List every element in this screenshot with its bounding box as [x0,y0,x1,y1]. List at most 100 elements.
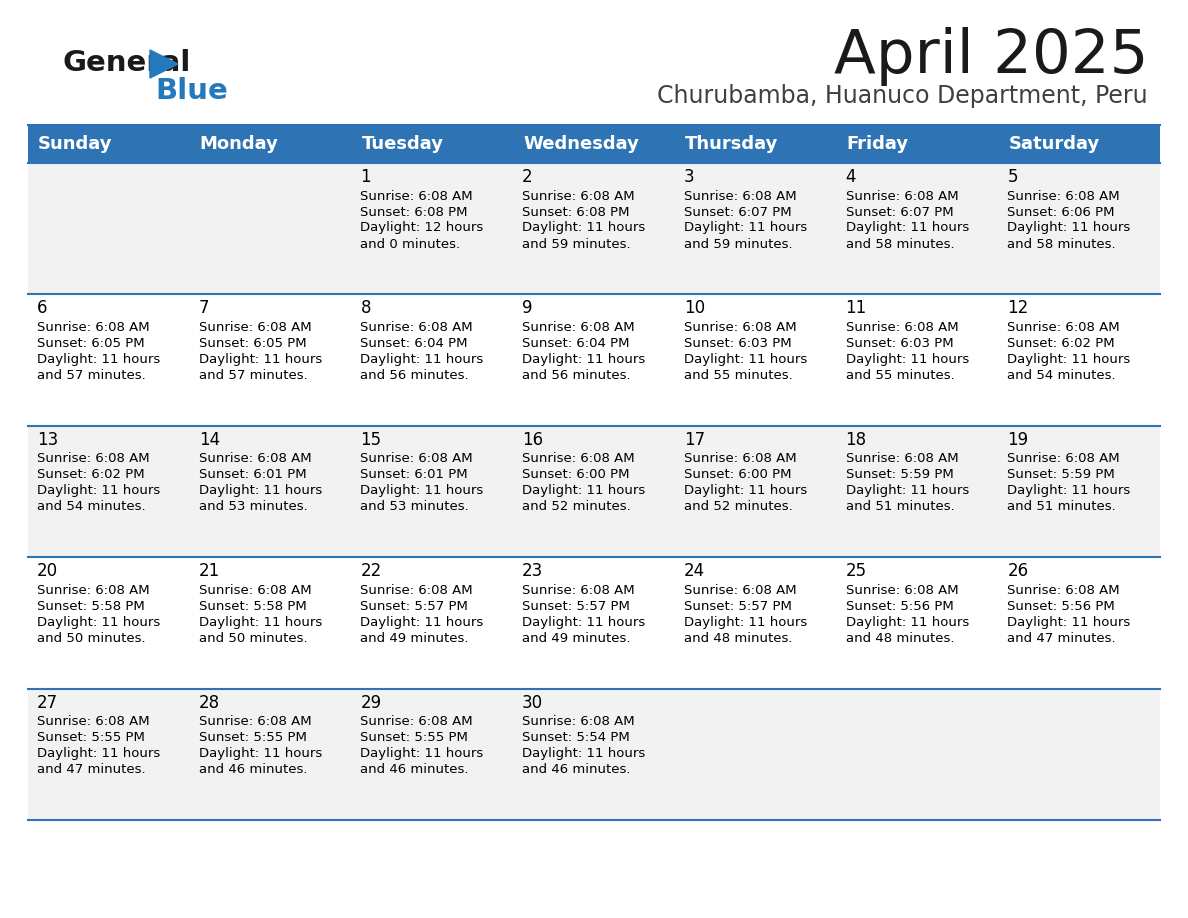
Text: Sunset: 6:07 PM: Sunset: 6:07 PM [684,206,791,218]
Text: Sunset: 6:04 PM: Sunset: 6:04 PM [360,337,468,350]
Text: 26: 26 [1007,562,1029,580]
Text: Tuesday: Tuesday [361,135,443,153]
Text: and 54 minutes.: and 54 minutes. [1007,369,1116,382]
Text: Daylight: 11 hours: Daylight: 11 hours [1007,221,1131,234]
Text: Sunset: 6:08 PM: Sunset: 6:08 PM [523,206,630,218]
Text: Daylight: 12 hours: Daylight: 12 hours [360,221,484,234]
Text: and 57 minutes.: and 57 minutes. [198,369,308,382]
Text: 7: 7 [198,299,209,318]
Text: and 52 minutes.: and 52 minutes. [684,500,792,513]
Text: Sunset: 5:59 PM: Sunset: 5:59 PM [846,468,953,481]
Text: 18: 18 [846,431,867,449]
Text: 17: 17 [684,431,704,449]
Text: Sunrise: 6:08 AM: Sunrise: 6:08 AM [1007,321,1120,334]
Text: 23: 23 [523,562,543,580]
Text: Sunset: 5:56 PM: Sunset: 5:56 PM [1007,599,1116,612]
Text: Daylight: 11 hours: Daylight: 11 hours [37,616,160,629]
Text: Sunset: 5:55 PM: Sunset: 5:55 PM [360,731,468,744]
Text: Daylight: 11 hours: Daylight: 11 hours [684,221,807,234]
Text: Monday: Monday [200,135,279,153]
Text: and 50 minutes.: and 50 minutes. [198,632,308,644]
Text: Sunset: 5:57 PM: Sunset: 5:57 PM [523,599,630,612]
Text: and 56 minutes.: and 56 minutes. [360,369,469,382]
Text: 19: 19 [1007,431,1029,449]
Text: Sunset: 6:04 PM: Sunset: 6:04 PM [523,337,630,350]
Text: Daylight: 11 hours: Daylight: 11 hours [846,221,969,234]
Text: Sunset: 5:54 PM: Sunset: 5:54 PM [523,731,630,744]
Text: 20: 20 [37,562,58,580]
Text: 29: 29 [360,694,381,711]
Text: Sunrise: 6:08 AM: Sunrise: 6:08 AM [523,321,634,334]
Bar [29,426,1159,557]
Text: Sunset: 6:03 PM: Sunset: 6:03 PM [846,337,953,350]
Text: 15: 15 [360,431,381,449]
Text: Churubamba, Huanuco Department, Peru: Churubamba, Huanuco Department, Peru [657,84,1148,108]
Text: Sunset: 5:56 PM: Sunset: 5:56 PM [846,599,953,612]
Text: 3: 3 [684,168,695,186]
Text: Sunrise: 6:08 AM: Sunrise: 6:08 AM [360,189,473,203]
Text: Daylight: 11 hours: Daylight: 11 hours [523,353,645,366]
Text: Daylight: 11 hours: Daylight: 11 hours [37,747,160,760]
Text: 30: 30 [523,694,543,711]
Text: Sunset: 5:55 PM: Sunset: 5:55 PM [198,731,307,744]
Text: and 55 minutes.: and 55 minutes. [684,369,792,382]
Text: Sunrise: 6:08 AM: Sunrise: 6:08 AM [198,584,311,597]
Text: and 47 minutes.: and 47 minutes. [1007,632,1116,644]
Text: 10: 10 [684,299,704,318]
Text: and 46 minutes.: and 46 minutes. [523,763,631,776]
Text: Daylight: 11 hours: Daylight: 11 hours [360,747,484,760]
Text: Sunrise: 6:08 AM: Sunrise: 6:08 AM [684,453,796,465]
Text: and 47 minutes.: and 47 minutes. [37,763,146,776]
Text: 9: 9 [523,299,532,318]
Text: 25: 25 [846,562,867,580]
Text: 4: 4 [846,168,857,186]
Text: Daylight: 11 hours: Daylight: 11 hours [37,353,160,366]
Text: and 51 minutes.: and 51 minutes. [1007,500,1116,513]
Text: 1: 1 [360,168,371,186]
Bar [29,688,1159,820]
Text: Daylight: 11 hours: Daylight: 11 hours [198,353,322,366]
Text: and 0 minutes.: and 0 minutes. [360,238,461,251]
Bar [29,163,1159,295]
Text: Sunset: 6:03 PM: Sunset: 6:03 PM [684,337,791,350]
Text: Wednesday: Wednesday [523,135,639,153]
Text: Daylight: 11 hours: Daylight: 11 hours [360,353,484,366]
Text: Sunrise: 6:08 AM: Sunrise: 6:08 AM [37,584,150,597]
Text: Sunset: 6:00 PM: Sunset: 6:00 PM [684,468,791,481]
Text: Sunrise: 6:08 AM: Sunrise: 6:08 AM [684,584,796,597]
Text: Daylight: 11 hours: Daylight: 11 hours [360,616,484,629]
Text: Sunrise: 6:08 AM: Sunrise: 6:08 AM [198,453,311,465]
Text: Daylight: 11 hours: Daylight: 11 hours [198,485,322,498]
Text: and 53 minutes.: and 53 minutes. [360,500,469,513]
Text: Sunrise: 6:08 AM: Sunrise: 6:08 AM [1007,584,1120,597]
Text: General: General [62,49,190,77]
Text: Daylight: 11 hours: Daylight: 11 hours [523,747,645,760]
Text: April 2025: April 2025 [834,27,1148,85]
Text: Sunday: Sunday [38,135,113,153]
Text: and 51 minutes.: and 51 minutes. [846,500,954,513]
Text: Sunrise: 6:08 AM: Sunrise: 6:08 AM [1007,453,1120,465]
Text: and 58 minutes.: and 58 minutes. [846,238,954,251]
Text: Daylight: 11 hours: Daylight: 11 hours [846,616,969,629]
Text: and 50 minutes.: and 50 minutes. [37,632,146,644]
Text: Sunrise: 6:08 AM: Sunrise: 6:08 AM [198,321,311,334]
Text: Sunset: 5:57 PM: Sunset: 5:57 PM [360,599,468,612]
Text: Daylight: 11 hours: Daylight: 11 hours [523,221,645,234]
Text: Sunrise: 6:08 AM: Sunrise: 6:08 AM [523,453,634,465]
Text: Saturday: Saturday [1009,135,1100,153]
Text: Sunset: 5:57 PM: Sunset: 5:57 PM [684,599,791,612]
Text: 8: 8 [360,299,371,318]
Text: and 53 minutes.: and 53 minutes. [198,500,308,513]
Text: Sunrise: 6:08 AM: Sunrise: 6:08 AM [684,189,796,203]
Text: Sunrise: 6:08 AM: Sunrise: 6:08 AM [846,453,959,465]
Bar [29,295,1159,426]
Text: 28: 28 [198,694,220,711]
Text: and 55 minutes.: and 55 minutes. [846,369,954,382]
Text: 13: 13 [37,431,58,449]
Text: and 58 minutes.: and 58 minutes. [1007,238,1116,251]
Text: Sunrise: 6:08 AM: Sunrise: 6:08 AM [523,584,634,597]
Text: Sunrise: 6:08 AM: Sunrise: 6:08 AM [360,453,473,465]
Text: Blue: Blue [154,77,228,105]
Text: Daylight: 11 hours: Daylight: 11 hours [684,616,807,629]
Text: Daylight: 11 hours: Daylight: 11 hours [37,485,160,498]
